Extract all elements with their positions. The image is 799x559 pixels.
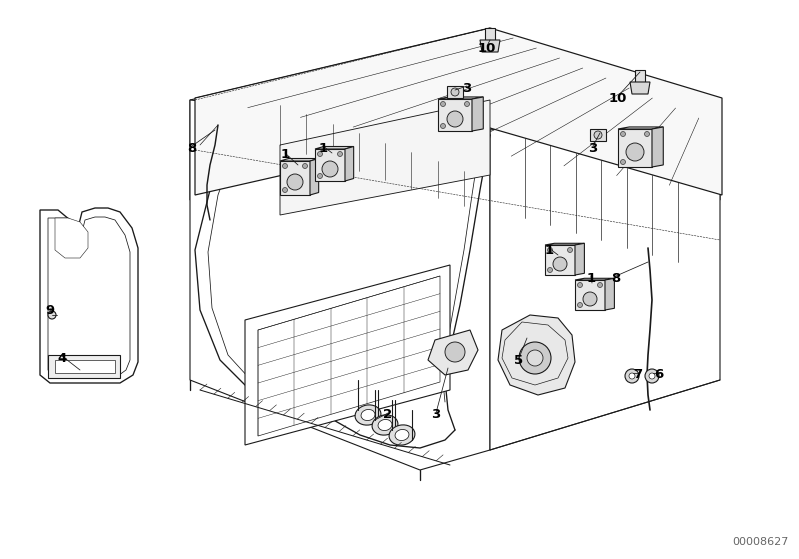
Polygon shape: [55, 360, 115, 373]
Text: 1: 1: [544, 244, 554, 257]
Circle shape: [48, 311, 56, 319]
Polygon shape: [575, 243, 584, 275]
Text: 1: 1: [586, 272, 595, 285]
Polygon shape: [280, 159, 319, 161]
Circle shape: [621, 131, 626, 136]
Circle shape: [547, 268, 552, 272]
Polygon shape: [618, 127, 663, 129]
Polygon shape: [195, 28, 722, 195]
Circle shape: [547, 248, 552, 253]
Polygon shape: [280, 161, 310, 195]
Circle shape: [440, 124, 446, 129]
Circle shape: [598, 282, 602, 287]
Polygon shape: [635, 70, 645, 82]
Text: 4: 4: [58, 352, 66, 364]
Text: 2: 2: [384, 409, 392, 421]
Text: 1: 1: [319, 141, 328, 154]
Polygon shape: [190, 100, 490, 470]
Ellipse shape: [372, 415, 398, 435]
Polygon shape: [485, 28, 495, 40]
Polygon shape: [258, 276, 440, 436]
Polygon shape: [315, 149, 345, 181]
Polygon shape: [575, 278, 614, 280]
Circle shape: [464, 102, 470, 107]
Polygon shape: [428, 330, 478, 375]
Circle shape: [519, 342, 551, 374]
Polygon shape: [590, 129, 606, 141]
Ellipse shape: [361, 409, 375, 420]
Circle shape: [645, 131, 650, 136]
Ellipse shape: [378, 419, 392, 430]
Circle shape: [594, 131, 602, 139]
Circle shape: [317, 151, 323, 157]
Text: 8: 8: [611, 272, 621, 285]
Circle shape: [645, 369, 659, 383]
Circle shape: [621, 159, 626, 164]
Circle shape: [447, 111, 463, 127]
Circle shape: [445, 342, 465, 362]
Ellipse shape: [395, 429, 409, 440]
Polygon shape: [345, 146, 354, 181]
Ellipse shape: [389, 425, 415, 445]
Circle shape: [626, 143, 644, 161]
Circle shape: [578, 282, 582, 287]
Polygon shape: [618, 129, 652, 167]
Text: 3: 3: [588, 141, 598, 154]
Polygon shape: [447, 86, 463, 98]
Text: 3: 3: [463, 82, 471, 94]
Text: 1: 1: [280, 149, 289, 162]
Text: 10: 10: [609, 92, 627, 105]
Polygon shape: [315, 146, 354, 149]
Circle shape: [567, 248, 573, 253]
Text: 5: 5: [515, 353, 523, 367]
Polygon shape: [190, 30, 720, 200]
Polygon shape: [630, 82, 650, 94]
Polygon shape: [472, 97, 483, 131]
Circle shape: [317, 173, 323, 178]
Circle shape: [629, 373, 635, 379]
Polygon shape: [498, 315, 575, 395]
Circle shape: [578, 302, 582, 307]
Ellipse shape: [355, 405, 381, 425]
Circle shape: [287, 174, 303, 190]
Circle shape: [649, 373, 655, 379]
Polygon shape: [48, 355, 120, 378]
Text: 7: 7: [634, 368, 642, 381]
Polygon shape: [310, 159, 319, 195]
Text: 00008627: 00008627: [733, 537, 789, 547]
Text: 10: 10: [478, 41, 496, 54]
Polygon shape: [575, 280, 605, 310]
Circle shape: [583, 292, 597, 306]
Circle shape: [322, 161, 338, 177]
Circle shape: [527, 350, 543, 366]
Polygon shape: [480, 40, 500, 52]
Polygon shape: [605, 278, 614, 310]
Circle shape: [337, 151, 343, 157]
Polygon shape: [438, 97, 483, 99]
Polygon shape: [545, 243, 584, 245]
Circle shape: [440, 102, 446, 107]
Polygon shape: [40, 208, 138, 383]
Circle shape: [283, 187, 288, 192]
Polygon shape: [55, 218, 88, 258]
Text: 8: 8: [188, 141, 197, 154]
Text: 3: 3: [431, 409, 440, 421]
Polygon shape: [48, 217, 130, 378]
Polygon shape: [490, 100, 720, 450]
Polygon shape: [245, 265, 450, 445]
Circle shape: [625, 369, 639, 383]
Text: 9: 9: [46, 304, 54, 316]
Circle shape: [283, 163, 288, 168]
Polygon shape: [280, 100, 490, 215]
Circle shape: [451, 88, 459, 96]
Polygon shape: [545, 245, 575, 275]
Text: 6: 6: [654, 368, 664, 381]
Polygon shape: [438, 99, 472, 131]
Polygon shape: [652, 127, 663, 167]
Circle shape: [553, 257, 567, 271]
Circle shape: [303, 163, 308, 168]
